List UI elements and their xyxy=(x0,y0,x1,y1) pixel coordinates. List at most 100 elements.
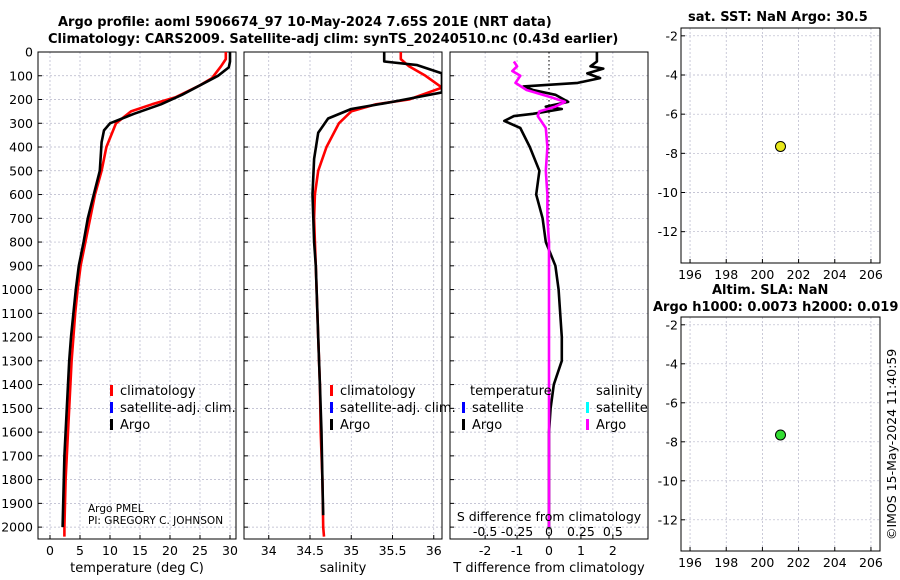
legend-header: salinity xyxy=(586,383,648,400)
salinity-tick-label: 0.5 xyxy=(603,524,623,539)
legend-swatch-cyan xyxy=(586,402,589,413)
legend-label: satellite xyxy=(596,401,648,416)
x-tick-label: 30 xyxy=(222,543,238,558)
legend-item-argo: Argo xyxy=(110,417,236,434)
y-tick-label: 2000 xyxy=(1,520,33,535)
map-y-tick-label: -12 xyxy=(658,224,678,239)
salinity-series xyxy=(311,52,442,537)
x-tick-label: 36 xyxy=(426,543,442,558)
y-tick-label: 1300 xyxy=(1,353,33,368)
map-x-tick-label: 200 xyxy=(750,555,774,570)
x-tick-label: 1 xyxy=(577,543,585,558)
legend-label: climatology xyxy=(120,384,196,399)
y-tick-label: 1400 xyxy=(1,377,33,392)
map-y-tick-label: -6 xyxy=(666,395,679,410)
sst-map-frame xyxy=(680,27,881,264)
map-x-tick-label: 198 xyxy=(714,267,738,282)
legend-item-satellite: satellite-adj. clim. xyxy=(330,400,456,417)
credit-line2: PI: GREGORY C. JOHNSON xyxy=(88,515,224,527)
x-tick-label: 15 xyxy=(132,543,148,558)
map-x-tick-label: 204 xyxy=(823,555,847,570)
x-tick-label: 20 xyxy=(162,543,178,558)
x-tick-label: 34.5 xyxy=(296,543,324,558)
x-tick-label: 25 xyxy=(192,543,208,558)
argo-temperature-line xyxy=(61,52,232,528)
legend-label: salinity xyxy=(596,384,643,399)
argo-salinity-line xyxy=(311,52,442,516)
legend-label: Argo xyxy=(472,418,503,433)
sst-title: sat. SST: NaN Argo: 30.5 xyxy=(688,10,868,25)
legend-label: climatology xyxy=(340,384,416,399)
y-tick-label: 1600 xyxy=(1,425,33,440)
map-y-tick-label: -6 xyxy=(666,107,679,122)
y-tick-label: 200 xyxy=(9,92,33,107)
legend-swatch-black xyxy=(330,419,333,430)
y-tick-label: 800 xyxy=(9,235,33,250)
legend-swatch-blue xyxy=(462,402,465,413)
legend-item-satellite: satellite xyxy=(462,400,552,417)
y-tick-label: 1100 xyxy=(1,306,33,321)
argo-temperature-diff-line xyxy=(503,52,605,528)
x-tick-label: 2 xyxy=(609,543,617,558)
salinity-tick-label: -0.25 xyxy=(501,524,533,539)
sla-map-argo-location-dot xyxy=(775,429,786,441)
map-x-tick-label: 198 xyxy=(714,555,738,570)
legend-item-satellite: satellite-adj. clim. xyxy=(110,400,236,417)
map-y-tick-label: -2 xyxy=(666,28,678,43)
salinity-axis-label: S difference from climatology xyxy=(457,509,642,524)
x-tick-label: 0 xyxy=(545,543,553,558)
y-tick-label: 1700 xyxy=(1,448,33,463)
map-x-tick-label: 202 xyxy=(787,555,811,570)
x-tick-label: 10 xyxy=(102,543,118,558)
legend-label: Argo xyxy=(340,418,371,433)
climatology-salinity-line xyxy=(312,52,442,537)
timestamp: ©IMOS 15-May-2024 11:40:59 xyxy=(884,348,899,540)
legend-item-climatology: climatology xyxy=(330,383,456,400)
y-tick-label: 100 xyxy=(9,68,33,83)
y-tick-label: 1000 xyxy=(1,282,33,297)
argo-salinity-diff-line xyxy=(510,60,567,528)
salinity-tick-label: -0.5 xyxy=(473,524,497,539)
legend-item-argo: Argo xyxy=(462,417,552,434)
temperature-legend: climatology satellite-adj. clim. Argo xyxy=(110,383,236,434)
pi-credit: Argo PMEL PI: GREGORY C. JOHNSON xyxy=(88,503,223,527)
main-title-line2: Climatology: CARS2009. Satellite-adj cli… xyxy=(48,32,619,47)
legend-label: temperature xyxy=(470,384,552,399)
y-tick-label: 600 xyxy=(9,187,33,202)
salinity-tick-label: 0.25 xyxy=(567,524,595,539)
map-x-tick-label: 202 xyxy=(787,267,811,282)
salinity-legend: climatology satellite-adj. clim. Argo xyxy=(330,383,456,434)
map-x-tick-label: 196 xyxy=(678,555,702,570)
y-tick-label: 1800 xyxy=(1,472,33,487)
y-tick-label: 1500 xyxy=(1,401,33,416)
legend-swatch-blue xyxy=(110,402,113,413)
y-tick-label: 300 xyxy=(9,116,33,131)
legend-swatch-black xyxy=(462,419,465,430)
legend-swatch-red xyxy=(110,385,113,396)
map-y-tick-label: -12 xyxy=(658,512,678,527)
map-y-tick-label: -10 xyxy=(658,185,678,200)
legend-label: Argo xyxy=(596,418,627,433)
map-x-tick-label: 196 xyxy=(678,267,702,282)
y-tick-label: 1200 xyxy=(1,330,33,345)
axes-frame xyxy=(243,51,443,540)
legend-label: Argo xyxy=(120,418,151,433)
x-axis-label: salinity xyxy=(320,561,367,576)
sst-map-argo-location-dot xyxy=(775,140,786,152)
y-tick-label: 400 xyxy=(9,140,33,155)
legend-item-climatology: climatology xyxy=(110,383,236,400)
x-tick-label: 35 xyxy=(343,543,359,558)
legend-swatch-blue xyxy=(330,402,333,413)
y-tick-label: 500 xyxy=(9,163,33,178)
main-title-line1: Argo profile: aoml 5906674_97 10-May-202… xyxy=(58,15,552,30)
legend-header: temperature xyxy=(462,383,552,400)
map-y-tick-label: -8 xyxy=(666,146,679,161)
sla-map-frame xyxy=(680,316,881,552)
y-tick-label: 700 xyxy=(9,211,33,226)
salinity-tick-label: 0 xyxy=(545,524,553,539)
map-y-tick-label: -4 xyxy=(666,68,679,83)
x-tick-label: 5 xyxy=(76,543,84,558)
diff-temperature-legend: temperature satellite Argo xyxy=(462,383,552,434)
legend-item-argo: Argo xyxy=(330,417,456,434)
